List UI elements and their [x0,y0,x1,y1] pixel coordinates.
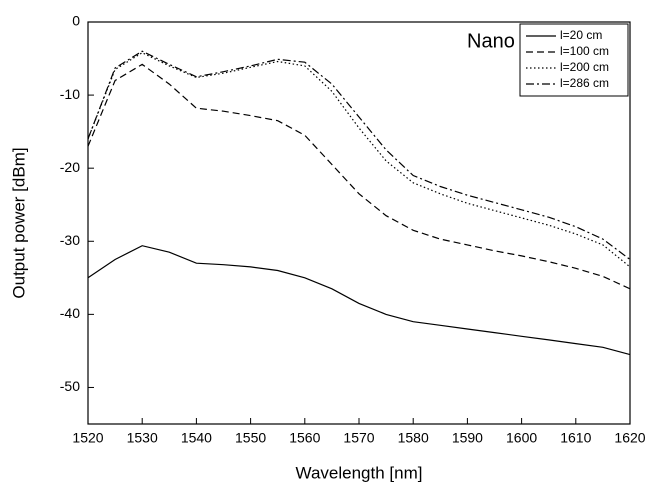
y-tick-label: -10 [60,86,80,102]
legend-label: l=20 cm [560,28,602,42]
x-tick-label: 1570 [343,430,374,446]
x-axis-title: Wavelength [nm] [296,463,423,482]
data-line [87,50,631,260]
data-line [87,63,631,290]
annotation: Nano [467,30,515,52]
x-tick-label: 1600 [506,430,537,446]
data-line [87,52,631,268]
x-tick-label: 1590 [452,430,483,446]
y-tick-label: -30 [60,232,80,248]
y-tick-label: 0 [72,13,80,29]
x-tick-label: 1620 [614,430,645,446]
y-tick-label: -40 [60,305,80,321]
y-axis-title: Output power [dBm] [9,147,28,298]
legend-label: l=286 cm [560,76,609,90]
x-tick-label: 1580 [398,430,429,446]
x-tick-label: 1610 [560,430,591,446]
x-tick-label: 1540 [181,430,212,446]
legend-label: l=100 cm [560,44,609,58]
x-tick-label: 1550 [235,430,266,446]
data-line [87,245,631,356]
x-tick-label: 1560 [289,430,320,446]
y-tick-label: -20 [60,159,80,175]
y-tick-label: -50 [60,378,80,394]
x-tick-label: 1520 [72,430,103,446]
legend-label: l=200 cm [560,60,609,74]
x-tick-label: 1530 [127,430,158,446]
